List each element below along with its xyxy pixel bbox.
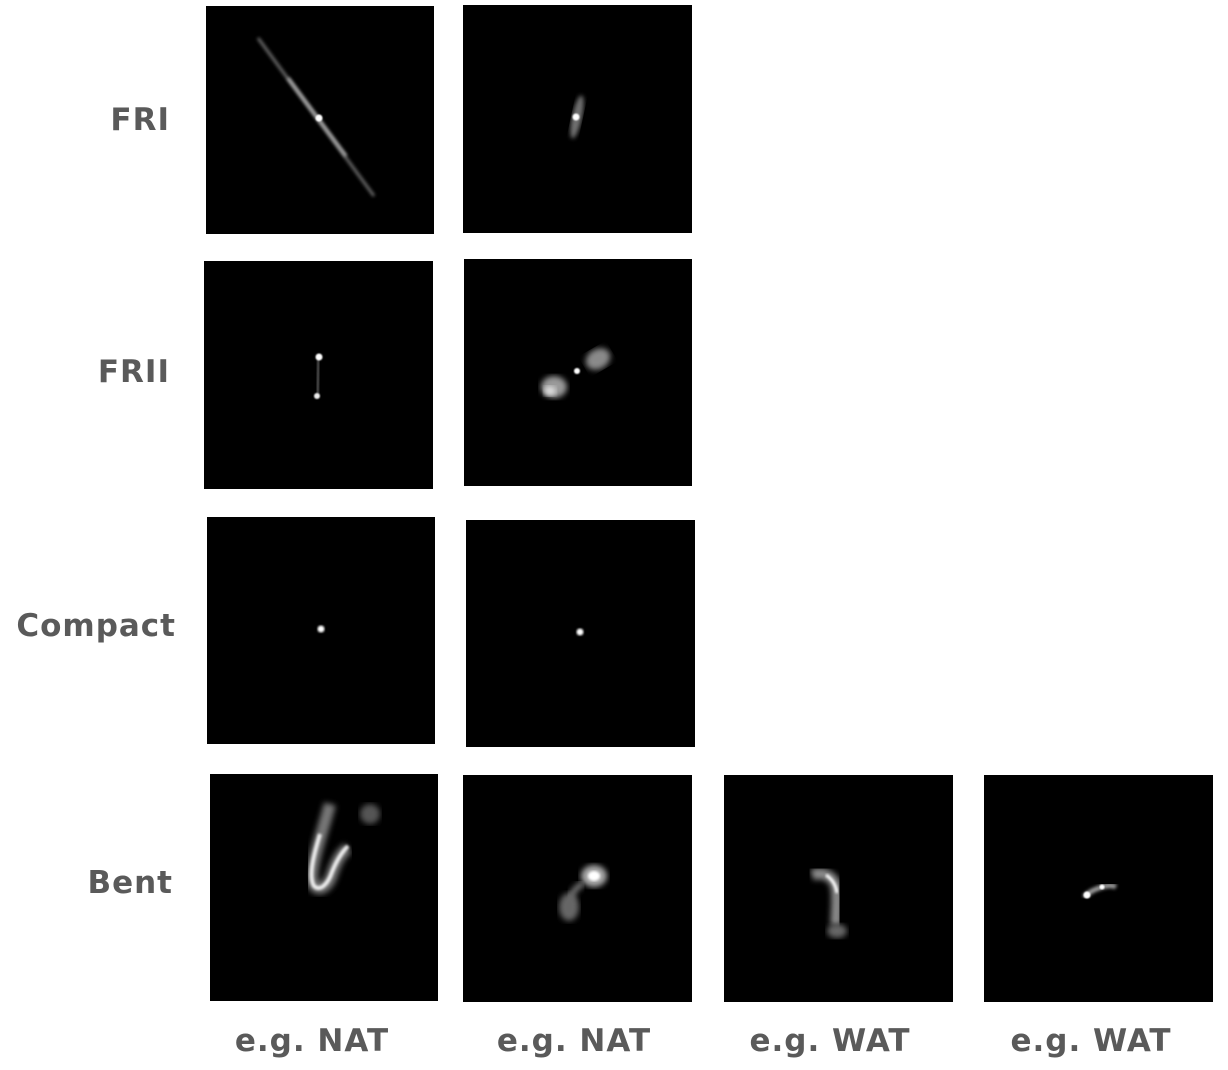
- compact-image-2: [466, 520, 695, 747]
- caption-col-4: e.g. WAT: [1010, 1023, 1172, 1059]
- bent-image-4-graphic: [1082, 883, 1118, 899]
- fri-image-1: [206, 6, 434, 234]
- fri-image-2: [463, 5, 692, 233]
- row-label-bent: Bent: [87, 865, 173, 901]
- compact-image-2-graphic: [576, 628, 584, 636]
- row-label-compact: Compact: [16, 608, 176, 644]
- bent-image-2: [463, 775, 692, 1002]
- row-label-frii: FRII: [97, 354, 170, 390]
- compact-image-1: [207, 517, 435, 744]
- bent-image-4: [984, 775, 1213, 1002]
- frii-image-2: [464, 259, 692, 486]
- caption-col-2: e.g. NAT: [496, 1023, 652, 1059]
- caption-col-3: e.g. WAT: [749, 1023, 911, 1059]
- bent-image-2-graphic: [559, 865, 607, 921]
- frii-image-2-graphic: [541, 348, 611, 398]
- bent-image-3: [724, 775, 953, 1002]
- caption-col-1: e.g. NAT: [234, 1023, 390, 1059]
- bent-image-1: [210, 774, 438, 1001]
- row-label-fri: FRI: [110, 102, 170, 138]
- compact-image-1-graphic: [317, 625, 325, 633]
- frii-image-1: [204, 261, 433, 489]
- fri-image-2-graphic: [570, 95, 584, 139]
- bent-image-1-graphic: [305, 802, 380, 895]
- fri-image-1-graphic: [256, 37, 376, 197]
- frii-image-1-graphic: [314, 353, 323, 399]
- bent-image-3-graphic: [810, 868, 847, 938]
